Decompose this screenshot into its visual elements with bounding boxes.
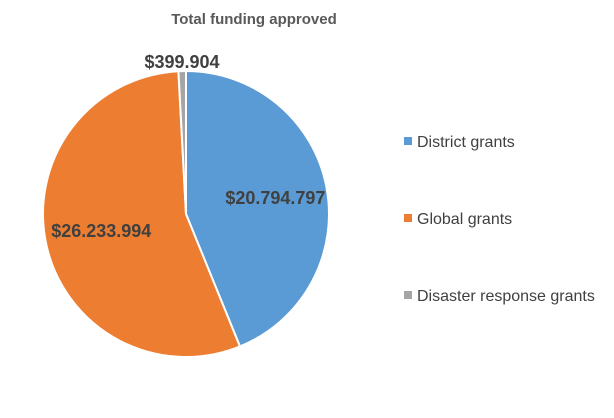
legend-label-disaster-response-grants: Disaster response grants [417, 288, 595, 305]
pie-slices [42, 69, 330, 358]
legend-swatch-global-grants [404, 214, 412, 222]
legend-label-global-grants: Global grants [417, 211, 512, 228]
legend-swatch-district-grants [404, 137, 412, 145]
data-label-district-grants: $20.794.797 [225, 188, 325, 208]
legend-swatch-disaster-response-grants [404, 291, 412, 299]
pie-slice-district-grants [185, 69, 330, 348]
pie-slice-global-grants [42, 70, 242, 358]
data-label-disaster-response-grants: $399.904 [144, 52, 219, 72]
pie-slice-disaster-response-grants [177, 69, 187, 215]
data-label-global-grants: $26.233.994 [51, 221, 151, 241]
legend-label-district-grants: District grants [417, 134, 515, 151]
chart-title: Total funding approved [171, 11, 337, 28]
legend: District grants Global grants Disaster res… [404, 134, 595, 305]
data-labels: $20.794.797 $26.233.994 $399.904 [51, 52, 325, 241]
